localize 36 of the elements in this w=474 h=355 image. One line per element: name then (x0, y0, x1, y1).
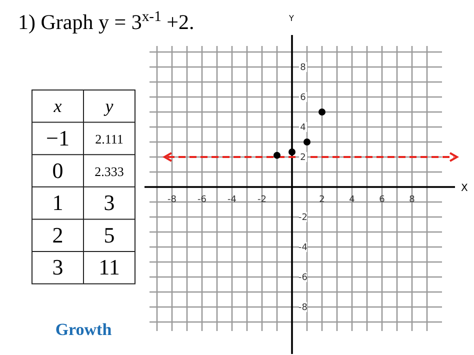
text: x (52, 96, 62, 116)
y-tick-label: 6 (300, 93, 306, 103)
y-tick-label: -4 (298, 243, 308, 253)
point (274, 152, 280, 159)
point (318, 108, 326, 116)
text: 3 (104, 190, 115, 216)
x-tick-label: -8 (168, 195, 177, 205)
x-tick-label: 2 (319, 195, 325, 205)
x-axis-title: X (461, 183, 468, 194)
text: 0 (52, 158, 64, 183)
text: 1 (52, 190, 64, 216)
y-tick-label: -6 (298, 273, 308, 283)
text: y (103, 96, 114, 116)
point (304, 138, 310, 146)
text: Growth (55, 320, 112, 339)
y-tick-label: 2 (300, 153, 306, 163)
y-tick-label: 4 (300, 123, 306, 133)
x-tick-label: -6 (198, 195, 207, 205)
text: 5 (104, 222, 115, 248)
x-tick-label: -4 (228, 195, 237, 205)
text: 11 (98, 254, 120, 280)
x-tick-label: 8 (409, 195, 416, 205)
y-tick-label: -2 (298, 213, 308, 223)
y-tick-label: 8 (300, 63, 306, 73)
point (288, 148, 296, 156)
text: 2.333 (94, 164, 124, 179)
x-tick-label: 4 (349, 195, 356, 205)
y-axis-title: Y (288, 14, 294, 23)
x-tick-label: 6 (379, 195, 386, 205)
text: 2 (52, 222, 64, 248)
x-tick-label: -2 (258, 195, 266, 205)
chart-title: 1) Graph y = 3$^{x-1}$ +2. (18, 9, 194, 34)
text: 3 (52, 254, 64, 280)
text: −1 (46, 125, 70, 150)
y-tick-label: -8 (298, 303, 308, 313)
text: 2.111 (95, 131, 124, 146)
